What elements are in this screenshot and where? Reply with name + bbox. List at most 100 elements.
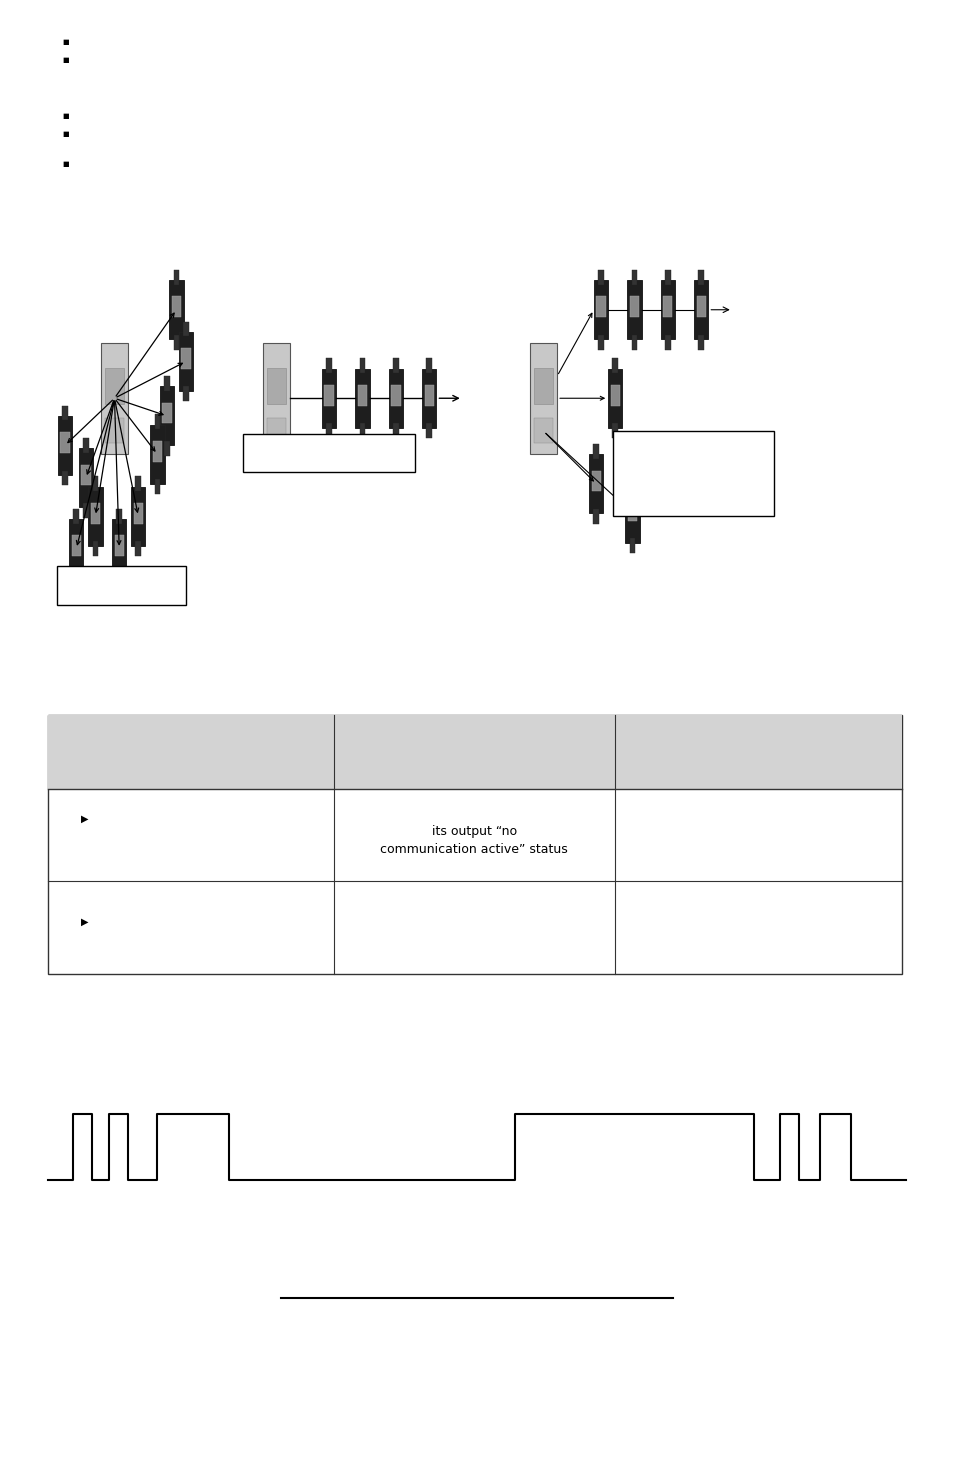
Bar <box>71 535 81 556</box>
Bar <box>424 385 434 406</box>
Bar <box>154 414 160 429</box>
Bar <box>162 403 172 423</box>
Bar <box>694 280 707 339</box>
Bar <box>92 541 98 556</box>
Bar <box>612 358 618 373</box>
Bar <box>267 369 286 404</box>
Text: ▶: ▶ <box>81 814 89 823</box>
Bar <box>612 423 618 438</box>
Text: ■: ■ <box>62 58 69 63</box>
Bar <box>172 296 181 317</box>
Bar <box>629 296 639 317</box>
Bar <box>105 369 124 404</box>
Bar <box>321 369 335 428</box>
Bar <box>81 465 91 485</box>
Bar <box>183 322 189 336</box>
Bar <box>596 296 605 317</box>
Bar <box>421 369 436 428</box>
Bar <box>696 296 705 317</box>
Bar <box>608 369 622 428</box>
Bar <box>610 385 619 406</box>
Bar <box>598 335 603 350</box>
Bar <box>393 358 398 373</box>
Bar <box>105 419 124 442</box>
Bar <box>263 342 290 454</box>
Bar <box>359 358 365 373</box>
Bar <box>613 431 773 516</box>
Bar <box>92 476 98 491</box>
Bar <box>591 471 600 491</box>
Bar <box>589 454 603 513</box>
Bar <box>83 438 89 453</box>
Bar <box>662 296 672 317</box>
Bar <box>631 270 637 285</box>
Bar <box>48 715 901 789</box>
Bar <box>173 270 179 285</box>
Bar <box>183 386 189 401</box>
Text: Daisy Chained Topology: Daisy Chained Topology <box>267 448 391 457</box>
Bar <box>178 332 193 391</box>
Bar <box>534 419 553 442</box>
Bar <box>70 519 84 578</box>
Bar <box>698 335 703 350</box>
Text: Mixed Daisy Chained
&
Star Topology: Mixed Daisy Chained & Star Topology <box>632 456 754 491</box>
Bar <box>112 519 127 578</box>
Bar <box>355 369 369 428</box>
Bar <box>326 423 332 438</box>
Bar <box>57 566 186 605</box>
Bar <box>627 500 637 521</box>
Bar <box>116 574 122 589</box>
Bar <box>389 369 402 428</box>
Bar <box>91 503 100 524</box>
Bar <box>181 348 191 369</box>
Bar <box>73 574 79 589</box>
Bar <box>135 476 141 491</box>
Bar <box>393 423 398 438</box>
Bar <box>62 406 68 420</box>
Bar <box>89 487 103 546</box>
Text: ■: ■ <box>62 38 69 46</box>
Bar <box>530 342 557 454</box>
Bar <box>48 715 901 974</box>
Bar <box>116 509 122 524</box>
Text: ■: ■ <box>62 161 69 167</box>
Bar <box>101 342 128 454</box>
Bar <box>593 509 598 524</box>
Bar <box>164 441 170 456</box>
Text: ▶: ▶ <box>81 917 89 926</box>
Bar <box>426 423 432 438</box>
Text: its output “no
communication active” status: its output “no communication active” sta… <box>380 825 567 857</box>
Bar <box>629 473 635 488</box>
Bar <box>154 479 160 494</box>
Bar <box>426 358 432 373</box>
Bar <box>625 484 639 543</box>
Bar <box>391 385 400 406</box>
Bar <box>131 487 145 546</box>
Bar <box>698 270 703 285</box>
Bar <box>133 503 143 524</box>
Bar <box>359 423 365 438</box>
Bar <box>593 444 598 459</box>
Bar <box>78 448 93 507</box>
Bar <box>114 535 124 556</box>
Bar <box>73 509 79 524</box>
Bar <box>151 425 164 484</box>
Bar <box>593 280 608 339</box>
Bar <box>664 335 670 350</box>
Bar <box>267 419 286 442</box>
Bar <box>324 385 334 406</box>
Bar <box>152 441 162 462</box>
Bar <box>598 270 603 285</box>
Bar <box>357 385 367 406</box>
Bar <box>243 434 415 472</box>
Bar <box>627 280 641 339</box>
Bar <box>135 541 141 556</box>
Bar <box>170 280 183 339</box>
Text: ■: ■ <box>62 112 69 119</box>
Bar <box>664 270 670 285</box>
Bar <box>159 386 173 445</box>
Bar <box>659 280 675 339</box>
Bar <box>173 335 179 350</box>
Text: ■: ■ <box>62 131 69 137</box>
Bar <box>164 376 170 391</box>
